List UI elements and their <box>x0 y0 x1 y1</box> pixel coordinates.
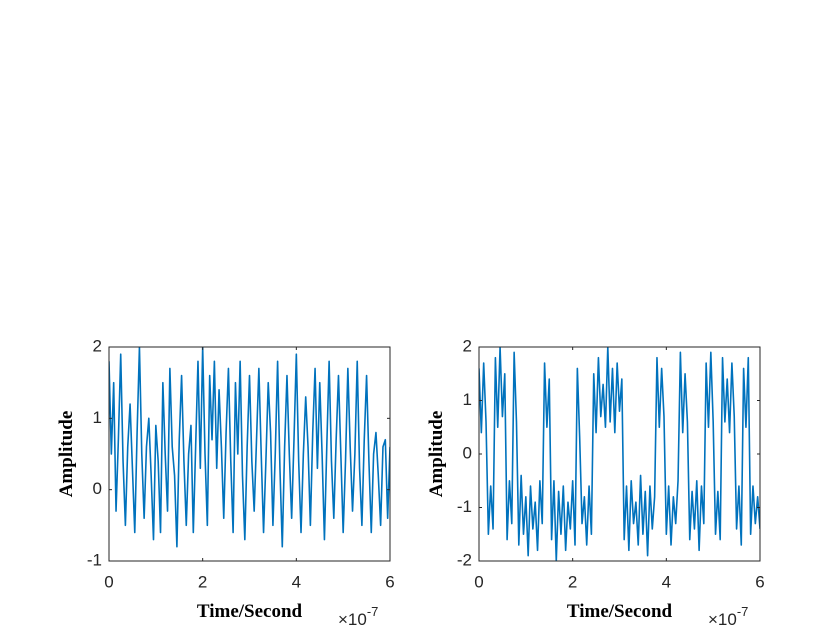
y-axis-label: Amplitude <box>426 411 447 498</box>
y-tick-label: 0 <box>93 479 102 498</box>
axes-box <box>108 346 391 562</box>
x-tick-label: 6 <box>755 572 764 591</box>
y-tick-label: -2 <box>457 550 472 569</box>
y-tick-label: 2 <box>93 336 102 355</box>
y-tick-label: 2 <box>463 336 472 355</box>
exponent-power: -7 <box>737 604 749 619</box>
x-tick-label: 2 <box>198 572 207 591</box>
x-axis-label: Time/Second <box>197 601 303 622</box>
y-tick-label: -1 <box>457 497 472 516</box>
y-tick-label: 1 <box>463 390 472 409</box>
x-exponent: ×10-7 <box>708 604 748 629</box>
x-tick-label: 4 <box>292 572 301 591</box>
x-tick-label: 0 <box>474 572 483 591</box>
exponent-base: ×10 <box>708 610 737 629</box>
plot-data <box>479 347 760 561</box>
x-tick-label: 4 <box>662 572 671 591</box>
x-tick-label: 2 <box>568 572 577 591</box>
y-tick-label: 1 <box>93 408 102 427</box>
plot-data <box>109 347 390 548</box>
signal-line <box>479 347 760 561</box>
y-tick-label: 0 <box>463 443 472 462</box>
y-axis-label: Amplitude <box>56 411 77 498</box>
exponent-power: -7 <box>367 604 379 619</box>
exponent-base: ×10 <box>338 610 367 629</box>
plot-area <box>479 347 760 561</box>
x-tick-label: 6 <box>385 572 394 591</box>
x-tick-label: 0 <box>104 572 113 591</box>
y-tick-label: -1 <box>87 550 102 569</box>
x-exponent: ×10-7 <box>338 604 378 629</box>
signal-line <box>109 347 390 548</box>
subplot: 0 2 4 6 -2 -1 0 1 2 Time/Second Amplitude ×10-7 <box>426 336 765 629</box>
x-axis-label: Time/Second <box>567 601 673 622</box>
